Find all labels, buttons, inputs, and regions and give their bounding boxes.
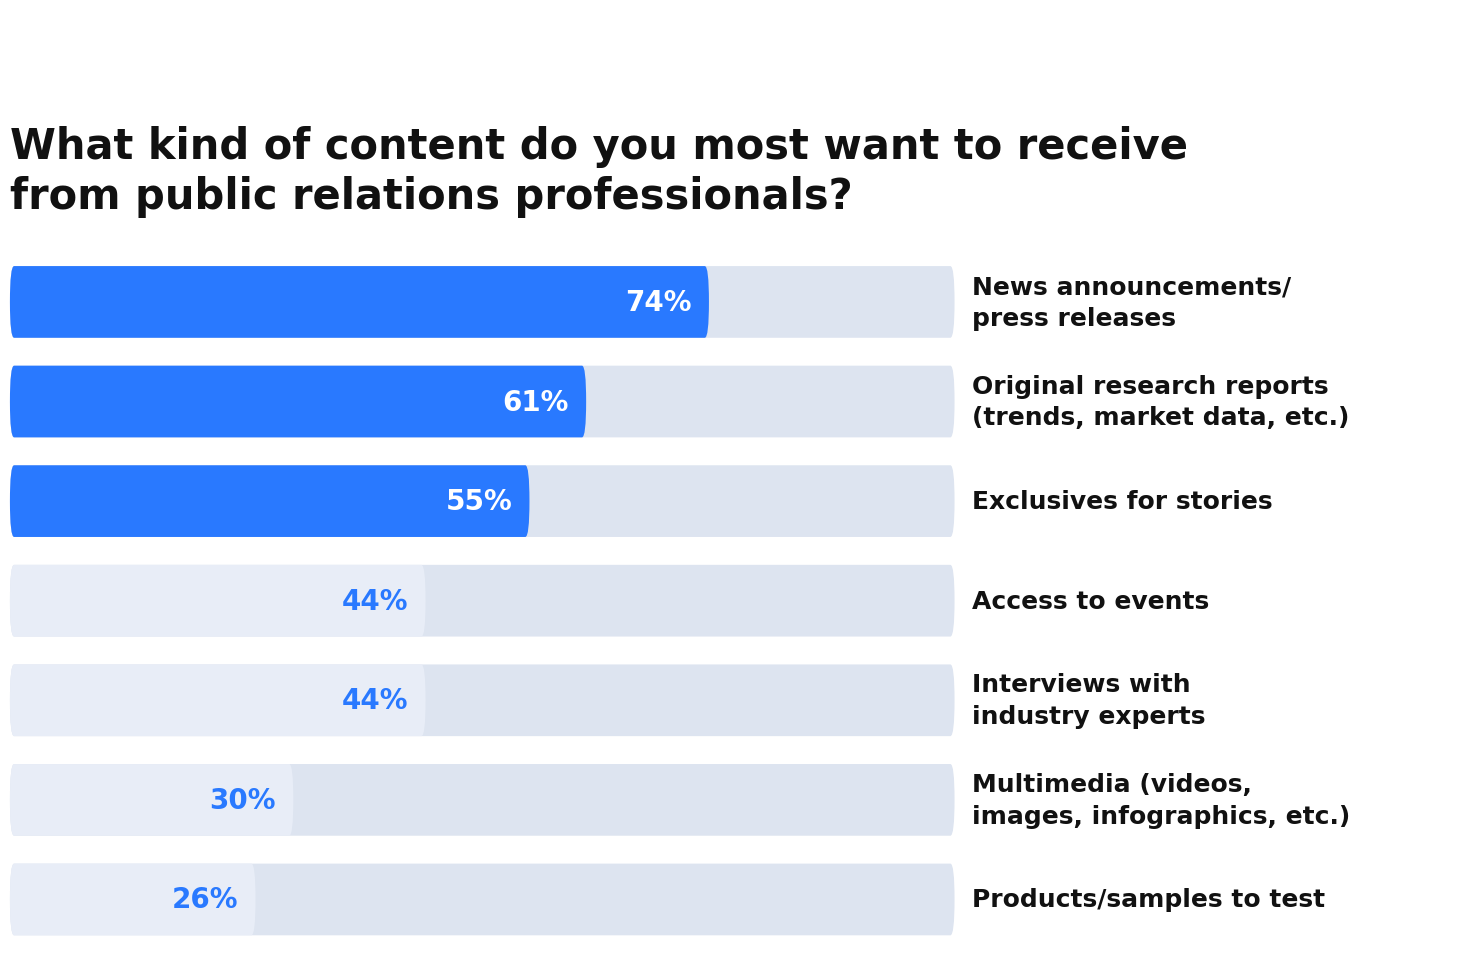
Text: 30%: 30% [210, 786, 276, 814]
Text: 74%: 74% [625, 288, 692, 316]
Text: 55%: 55% [446, 487, 512, 515]
Text: Products/samples to test: Products/samples to test [972, 888, 1325, 912]
Text: 44%: 44% [342, 587, 409, 615]
FancyBboxPatch shape [10, 366, 586, 438]
FancyBboxPatch shape [10, 267, 710, 338]
Text: Multimedia (videos,
images, infographics, etc.): Multimedia (videos, images, infographics… [972, 773, 1350, 827]
FancyBboxPatch shape [10, 764, 954, 836]
FancyBboxPatch shape [10, 466, 529, 537]
FancyBboxPatch shape [10, 366, 954, 438]
FancyBboxPatch shape [10, 764, 293, 836]
FancyBboxPatch shape [10, 565, 954, 637]
Text: News announcements/
press releases: News announcements/ press releases [972, 275, 1292, 331]
FancyBboxPatch shape [10, 267, 954, 338]
FancyBboxPatch shape [10, 665, 954, 736]
Text: Exclusives for stories: Exclusives for stories [972, 489, 1272, 513]
FancyBboxPatch shape [10, 565, 425, 637]
FancyBboxPatch shape [10, 864, 255, 935]
Text: Interviews with
industry experts: Interviews with industry experts [972, 673, 1205, 728]
FancyBboxPatch shape [10, 665, 425, 736]
Text: 44%: 44% [342, 686, 409, 715]
Text: 26%: 26% [172, 885, 239, 914]
FancyBboxPatch shape [10, 864, 954, 935]
FancyBboxPatch shape [10, 466, 954, 537]
Text: Original research reports
(trends, market data, etc.): Original research reports (trends, marke… [972, 375, 1349, 430]
Text: What kind of content do you most want to receive
from public relations professio: What kind of content do you most want to… [10, 126, 1187, 218]
Text: 61%: 61% [503, 388, 569, 416]
Text: Access to events: Access to events [972, 589, 1209, 613]
